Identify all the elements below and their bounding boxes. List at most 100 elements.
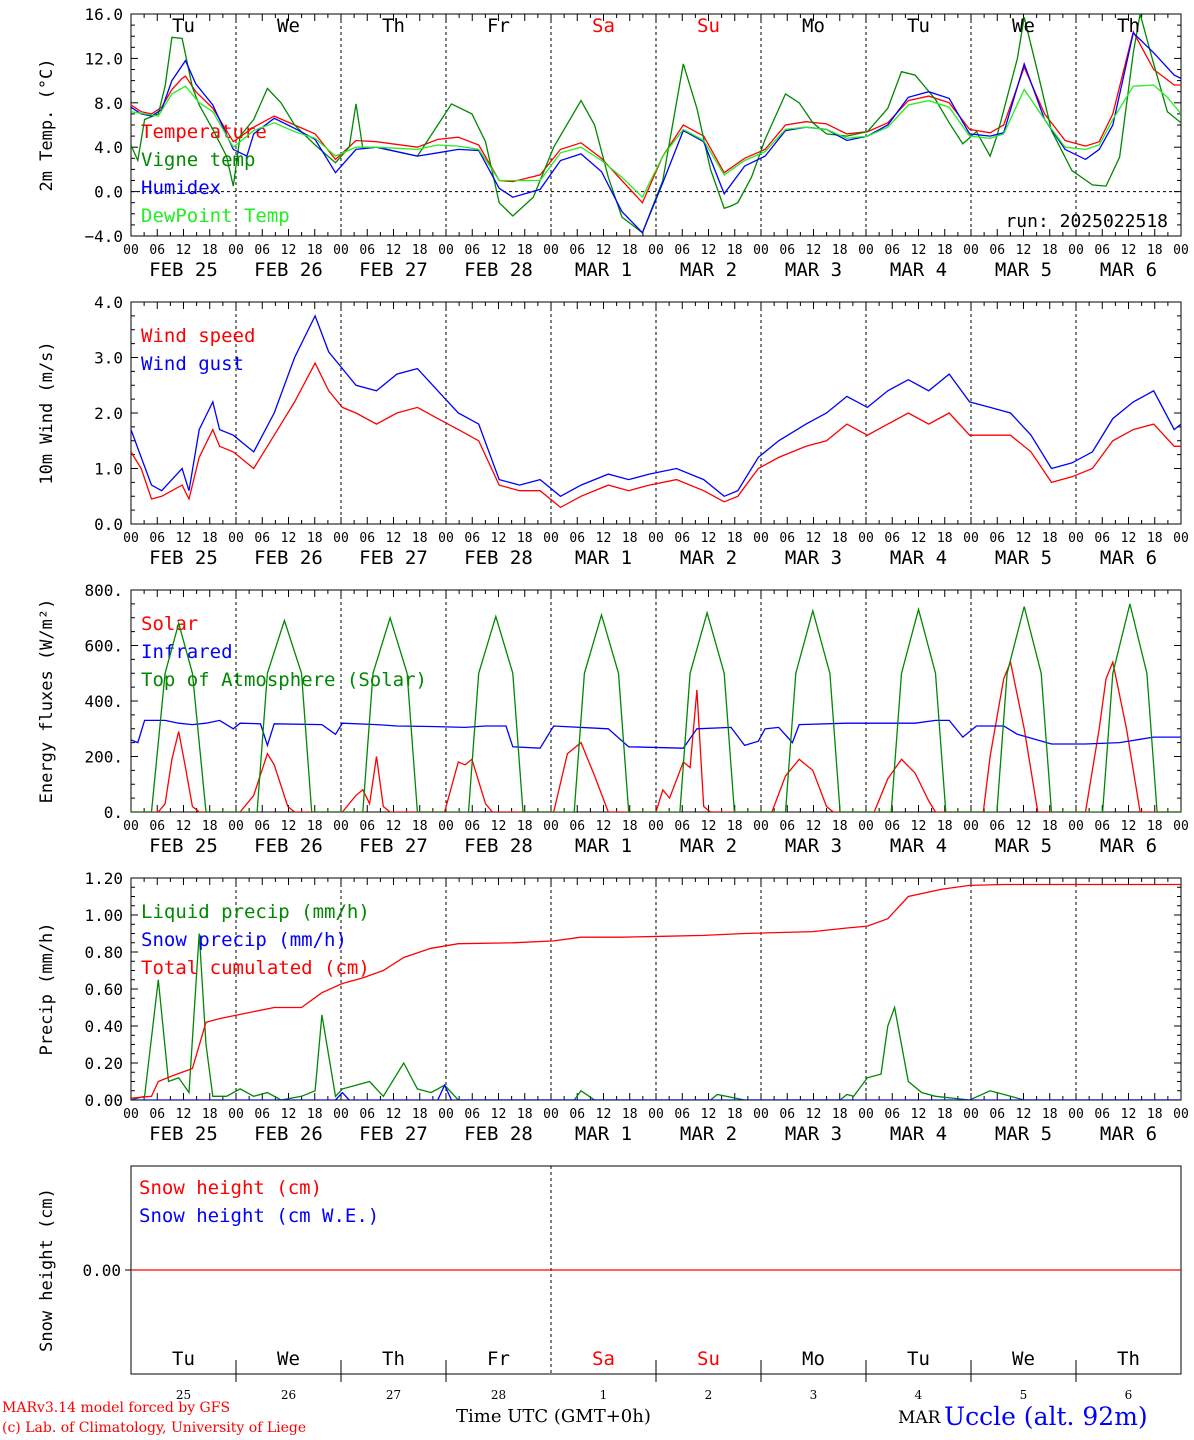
weekday-label: Th xyxy=(382,15,405,37)
series-line-snow-precip-mm-h- xyxy=(131,1083,1181,1100)
hour-tick-label: 12 xyxy=(176,1107,192,1122)
hour-tick-label: 06 xyxy=(359,531,375,546)
hour-tick-label: 12 xyxy=(386,819,402,834)
date-label: MAR 3 xyxy=(785,835,842,857)
hour-tick-label: 00 xyxy=(1068,243,1084,258)
hour-tick-label: 12 xyxy=(281,243,297,258)
y-tick-label: 0.0 xyxy=(94,515,123,534)
hour-tick-label: 00 xyxy=(123,243,139,258)
hour-tick-label: 18 xyxy=(937,1107,953,1122)
y-tick-label: 0.00 xyxy=(84,1091,123,1110)
hour-tick-label: 18 xyxy=(622,819,638,834)
hour-tick-label: 06 xyxy=(674,1107,690,1122)
hour-tick-label: 12 xyxy=(701,1107,717,1122)
y-tick-label: 1.20 xyxy=(84,869,123,888)
hour-tick-label: 12 xyxy=(1016,243,1032,258)
hour-tick-label: 12 xyxy=(911,531,927,546)
hour-tick-label: 06 xyxy=(254,243,270,258)
hour-tick-label: 06 xyxy=(149,1107,165,1122)
hour-tick-label: 18 xyxy=(832,243,848,258)
hour-tick-label: 06 xyxy=(569,531,585,546)
hour-tick-label: 18 xyxy=(832,531,848,546)
legend-humidex: Humidex xyxy=(141,177,221,199)
hour-tick-label: 00 xyxy=(858,531,874,546)
hour-tick-label: 00 xyxy=(1068,1107,1084,1122)
weekday-label: Fr xyxy=(487,1348,510,1370)
date-label: MAR 2 xyxy=(680,547,737,569)
day-number: 27 xyxy=(386,1388,401,1402)
legend-wind-speed: Wind speed xyxy=(141,325,255,347)
date-label: MAR 1 xyxy=(575,259,632,281)
day-number: 25 xyxy=(176,1388,191,1402)
hour-tick-label: 00 xyxy=(438,1107,454,1122)
hour-tick-label: 12 xyxy=(806,243,822,258)
hour-tick-label: 00 xyxy=(1068,531,1084,546)
hour-tick-label: 18 xyxy=(307,243,323,258)
hour-tick-label: 00 xyxy=(333,531,349,546)
weekday-label: We xyxy=(277,15,300,37)
hour-tick-label: 06 xyxy=(254,531,270,546)
hour-tick-label: 18 xyxy=(307,531,323,546)
hour-tick-label: 00 xyxy=(543,1107,559,1122)
hour-tick-label: 06 xyxy=(149,531,165,546)
hour-tick-label: 06 xyxy=(1094,243,1110,258)
hour-tick-label: 18 xyxy=(412,819,428,834)
date-label: MAR 6 xyxy=(1100,835,1157,857)
hour-tick-label: 00 xyxy=(123,531,139,546)
hour-tick-label: 06 xyxy=(989,531,1005,546)
y-tick-label: 800. xyxy=(84,581,123,600)
hour-tick-label: 18 xyxy=(832,819,848,834)
hour-tick-label: 00 xyxy=(753,1107,769,1122)
hour-tick-label: 00 xyxy=(228,1107,244,1122)
hour-tick-label: 18 xyxy=(307,819,323,834)
hour-tick-label: 12 xyxy=(281,819,297,834)
hour-tick-label: 18 xyxy=(517,243,533,258)
legend-snow-height-cm-: Snow height (cm) xyxy=(139,1177,322,1199)
hour-tick-label: 18 xyxy=(412,243,428,258)
y-tick-label: −4.0 xyxy=(84,227,123,246)
day-number: 5 xyxy=(1020,1388,1028,1402)
date-label: MAR 4 xyxy=(890,547,947,569)
hour-tick-label: 12 xyxy=(806,1107,822,1122)
legend-total-cumulated-cm-: Total cumulated (cm) xyxy=(141,957,370,979)
hour-tick-label: 00 xyxy=(1173,243,1189,258)
hour-tick-label: 06 xyxy=(674,819,690,834)
hour-tick-label: 00 xyxy=(438,531,454,546)
panel-2: 00 06 12 18 00 06 12 18 00 06 12 18 00 06 12 18 00 06 12 18… xyxy=(37,293,1189,569)
hour-tick-label: 00 xyxy=(648,243,664,258)
run-annotation: run: 2025022518 xyxy=(1005,211,1168,232)
hour-tick-label: 00 xyxy=(753,819,769,834)
weekday-label: Sa xyxy=(592,15,615,37)
hour-tick-label: 00 xyxy=(963,531,979,546)
hour-tick-label: 06 xyxy=(989,243,1005,258)
series-line-top-of-atmosphere-solar- xyxy=(131,603,1181,812)
hour-tick-label: 12 xyxy=(1121,243,1137,258)
weekday-label: Tu xyxy=(907,15,930,37)
hour-tick-label: 06 xyxy=(884,531,900,546)
hour-tick-label: 00 xyxy=(333,819,349,834)
hour-tick-label: 12 xyxy=(596,1107,612,1122)
weekday-label: Su xyxy=(697,1348,720,1370)
weekday-label: We xyxy=(1012,15,1035,37)
hour-tick-label: 00 xyxy=(753,531,769,546)
hour-tick-label: 18 xyxy=(1042,531,1058,546)
weekday-label: We xyxy=(1012,1348,1035,1370)
date-label: MAR 1 xyxy=(575,1123,632,1145)
hour-tick-label: 06 xyxy=(149,243,165,258)
y-axis-label: 10m Wind (m/s) xyxy=(37,341,57,484)
date-label: FEB 27 xyxy=(359,835,428,857)
y-tick-label: 1.00 xyxy=(84,906,123,925)
y-axis-label: 2m Temp. (°C) xyxy=(37,58,57,191)
hour-tick-label: 12 xyxy=(1121,531,1137,546)
date-label: FEB 27 xyxy=(359,1123,428,1145)
date-label: MAR 3 xyxy=(785,259,842,281)
hour-tick-label: 06 xyxy=(779,1107,795,1122)
hour-tick-label: 00 xyxy=(963,243,979,258)
hour-tick-label: 12 xyxy=(491,531,507,546)
weekday-label: Th xyxy=(1117,1348,1140,1370)
series-line-dewpoint-temp xyxy=(131,84,1181,199)
date-label: FEB 28 xyxy=(464,547,533,569)
date-label: MAR 3 xyxy=(785,1123,842,1145)
hour-tick-label: 00 xyxy=(438,819,454,834)
day-number: 1 xyxy=(600,1388,608,1402)
